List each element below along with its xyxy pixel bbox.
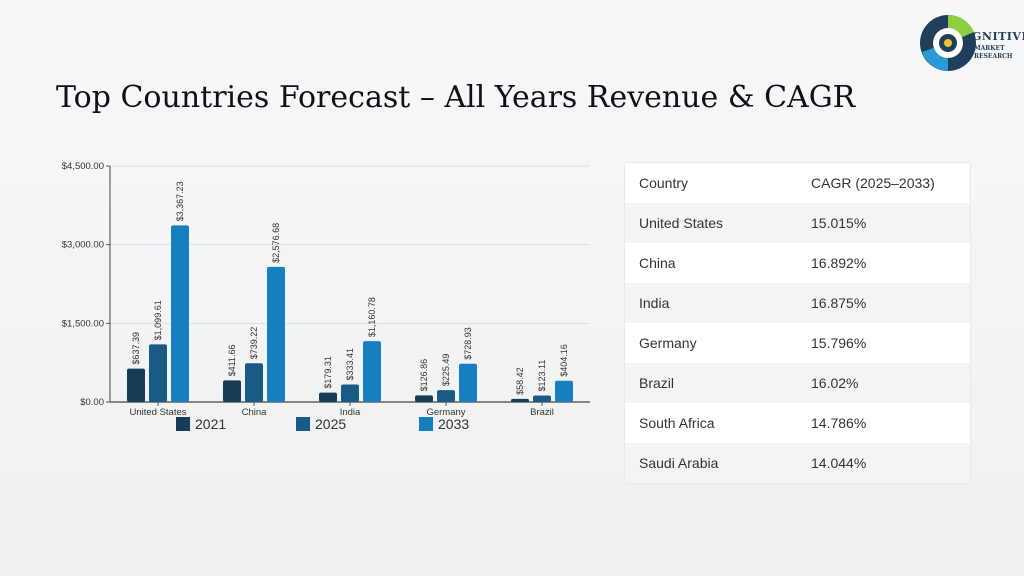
legend-item-2025: 2025	[296, 416, 346, 432]
page-title: Top Countries Forecast – All Years Reven…	[56, 80, 856, 115]
bar	[223, 380, 241, 402]
table-header-row: Country CAGR (2025–2033)	[625, 163, 970, 203]
data-label: $126.86	[419, 359, 429, 392]
y-tick-label: $4,500.00	[62, 161, 104, 172]
bar	[319, 392, 337, 402]
logo-sub-text-2: RESEARCH	[974, 53, 1013, 60]
bar	[245, 363, 263, 402]
table-header-country: Country	[639, 175, 689, 191]
x-tick-label: United States	[129, 407, 186, 418]
table-cell-country: India	[639, 295, 670, 311]
table-row: South Africa 14.786%	[625, 403, 970, 443]
table-header-cagr: CAGR (2025–2033)	[811, 175, 935, 191]
table-cell-country: Germany	[639, 335, 697, 351]
data-label: $411.66	[227, 345, 237, 377]
bar	[459, 363, 477, 402]
bar	[341, 384, 359, 402]
data-label: $3,367.23	[175, 181, 185, 221]
cagr-table: Country CAGR (2025–2033) United States 1…	[624, 162, 971, 484]
data-label: $123.11	[537, 360, 547, 392]
legend-swatch-2021	[176, 417, 190, 431]
legend-item-2021: 2021	[176, 416, 226, 432]
bar	[149, 344, 167, 402]
bar	[437, 390, 455, 402]
data-label: $1,099.61	[153, 300, 163, 340]
data-label: $179.31	[323, 356, 333, 389]
table-cell-country: South Africa	[639, 415, 715, 431]
table-cell-country: Saudi Arabia	[639, 455, 719, 471]
x-tick-label: Brazil	[530, 407, 554, 418]
data-label: $739.22	[249, 327, 259, 360]
legend-label-2033: 2033	[438, 416, 470, 432]
table-row: Brazil 16.02%	[625, 363, 970, 403]
table-cell-cagr: 16.02%	[811, 375, 859, 391]
table-cell-country: Brazil	[639, 375, 675, 391]
legend-label-2021: 2021	[195, 416, 227, 432]
revenue-bar-chart: $0.00 $1,500.00 $3,000.00 $4,500.00 $637.39 $…	[62, 161, 590, 418]
data-label: $333.41	[345, 348, 355, 381]
table-row: Germany 15.796%	[625, 323, 970, 363]
x-tick-label: Germany	[426, 407, 465, 418]
legend-label-2025: 2025	[315, 416, 347, 432]
y-tick-label: $1,500.00	[62, 318, 104, 329]
logo-main-text: GNITIVE	[972, 30, 1024, 43]
table-cell-cagr: 15.015%	[811, 215, 867, 231]
table-cell-cagr: 15.796%	[811, 335, 867, 351]
bar	[415, 395, 433, 402]
data-label: $637.39	[131, 332, 141, 365]
data-label: $2,576.68	[271, 223, 281, 263]
bar	[363, 341, 381, 402]
data-label: $58.42	[515, 367, 525, 395]
legend-item-2033: 2033	[419, 416, 469, 432]
data-label: $1,160.78	[367, 297, 377, 337]
bar	[555, 380, 573, 402]
table-row: India 16.875%	[625, 283, 970, 323]
table-row: Saudi Arabia 14.044%	[625, 443, 970, 483]
bar	[267, 266, 285, 402]
logo-sub-text-1: MARKET	[974, 45, 1005, 52]
table-cell-cagr: 14.786%	[811, 415, 867, 431]
legend-swatch-2033	[419, 417, 433, 431]
table-cell-country: China	[639, 255, 676, 271]
table-row: United States 15.015%	[625, 203, 970, 243]
bar	[127, 368, 145, 402]
y-tick-label: $0.00	[80, 397, 104, 408]
data-label: $404.16	[559, 344, 569, 377]
logo-dot	[944, 39, 952, 47]
bar	[171, 225, 189, 402]
table-row: China 16.892%	[625, 243, 970, 283]
table-cell-cagr: 14.044%	[811, 455, 867, 471]
bar	[533, 395, 551, 402]
table-cell-cagr: 16.892%	[811, 255, 867, 271]
legend-swatch-2025	[296, 417, 310, 431]
data-label: $728.93	[463, 327, 473, 360]
bar	[511, 398, 529, 402]
data-label: $225.49	[441, 354, 451, 387]
x-tick-label: China	[242, 407, 268, 418]
y-tick-label: $3,000.00	[62, 240, 104, 251]
company-logo	[920, 14, 976, 71]
chart-legend: 2021 2025 2033	[176, 416, 506, 434]
table-cell-cagr: 16.875%	[811, 295, 867, 311]
x-tick-label: India	[340, 407, 361, 418]
table-cell-country: United States	[639, 215, 724, 231]
